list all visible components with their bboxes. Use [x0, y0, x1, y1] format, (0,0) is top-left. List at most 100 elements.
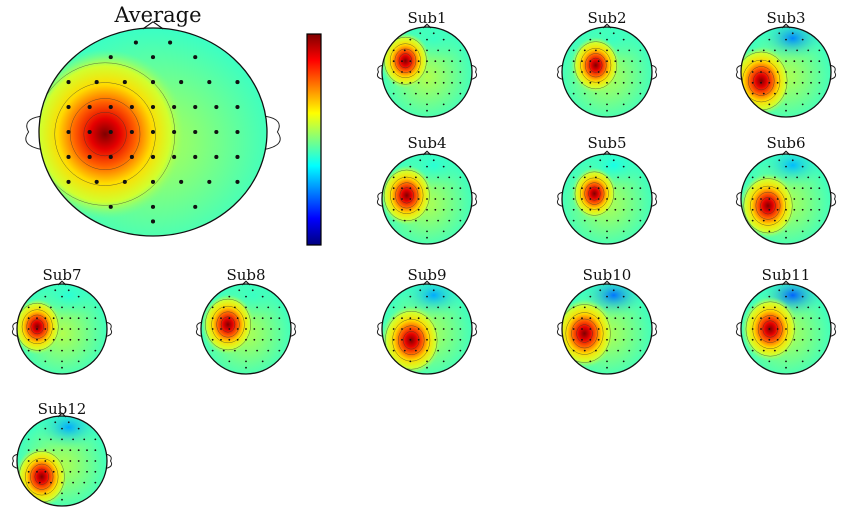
electrode-dot [807, 349, 810, 352]
electrode-dot [77, 427, 80, 430]
electrode-dot [426, 295, 428, 298]
electrode-dot [614, 328, 617, 330]
electrode-dot [442, 208, 445, 211]
nose [781, 23, 791, 29]
electrode-dot [83, 481, 86, 484]
electrode-dot [256, 349, 259, 352]
electrode-dot [459, 208, 462, 211]
electrode-dot [235, 80, 240, 85]
electrode-dot [426, 81, 428, 84]
electrode-dot [793, 187, 796, 190]
electrode-dot [86, 470, 88, 473]
electrode-dot [751, 317, 754, 320]
electrode-dot [36, 338, 38, 341]
electrode-dot [417, 198, 420, 200]
electrode-dot [38, 481, 41, 484]
electrode-dot [572, 317, 575, 320]
electrode-dot [459, 60, 462, 63]
electrode-dot [751, 198, 754, 200]
nose [422, 150, 432, 156]
electrode-dot [617, 92, 620, 95]
electrode-dot [403, 49, 406, 52]
electrode-dot [448, 92, 451, 95]
nose [781, 150, 791, 156]
electrode-dot [27, 481, 30, 484]
electrode-dot [785, 208, 787, 211]
electrode-dot [768, 81, 771, 84]
subject-topomap-sub8: Sub8 [195, 266, 297, 375]
electrode-dot [261, 338, 264, 341]
electrode-dot [49, 306, 52, 309]
electrode-dot [572, 71, 575, 73]
electrode-dot [589, 165, 592, 168]
electrode-dot [768, 103, 771, 106]
electrode-dot [61, 498, 63, 501]
electrode-dot [27, 306, 30, 309]
electrode-dot [617, 49, 620, 52]
electrode-dot [768, 317, 771, 320]
electrode-dot [437, 306, 440, 309]
electrode-dot [631, 208, 633, 211]
electrode-dot [426, 198, 428, 200]
electrode-dot [818, 317, 821, 320]
electrode-dot [409, 360, 412, 363]
electrode-dot [614, 338, 617, 341]
electrode-dot [235, 179, 240, 184]
electrode-dot [77, 449, 80, 452]
electrode-dot [594, 349, 597, 352]
electrode-dot [768, 165, 771, 168]
electrode-dot [66, 154, 71, 160]
electrode-dot [751, 176, 754, 179]
electrode-dot [606, 366, 608, 369]
electrode-dot [631, 338, 633, 341]
electrode-dot [261, 317, 264, 320]
electrode-dot [77, 317, 80, 320]
electrode-dot [778, 32, 781, 35]
electrode-dot [612, 32, 615, 35]
electrode-dot [251, 289, 254, 292]
electrode-dot [810, 71, 812, 73]
electrode-dot [245, 366, 247, 369]
electrode-dot [622, 230, 625, 233]
electrode-dot [220, 328, 222, 330]
electrode-dot [751, 338, 754, 341]
electrode-dot [589, 295, 592, 298]
electrode-dot [622, 38, 625, 41]
electrode-dot [785, 109, 787, 112]
electrode-dot [762, 219, 765, 222]
electrode-dot [801, 338, 804, 341]
electrode-dot [572, 349, 575, 352]
electrode-dot [796, 349, 799, 352]
head-outline [561, 26, 653, 118]
electrode-dot [61, 438, 63, 441]
potential-field [39, 28, 267, 236]
electrode-dot [606, 109, 608, 112]
electrode-dot [459, 92, 462, 95]
electrode-dot [785, 187, 787, 190]
electrode-dot [572, 60, 575, 63]
electrode-dot [810, 317, 812, 320]
electrode-dot [459, 198, 462, 200]
electrode-dot [776, 187, 779, 190]
electrode-dot [773, 49, 776, 52]
electrode-dot [426, 103, 428, 106]
electrode-dot [628, 219, 631, 222]
electrode-dot [49, 438, 52, 441]
electrode-dot [801, 38, 804, 41]
electrode-dot [572, 49, 575, 52]
electrode-dot [86, 449, 88, 452]
electrode-dot [77, 295, 80, 298]
electrode-dot [622, 198, 625, 200]
electrode-dot [622, 208, 625, 211]
electrode-dot [261, 295, 264, 298]
electrode-dot [150, 179, 156, 184]
head-outline [381, 283, 473, 375]
electrode-dot [409, 38, 412, 41]
electrode-dot [801, 198, 804, 200]
electrode-dot [597, 208, 600, 211]
colorbar-gradient [306, 33, 322, 246]
subject-label-sub7: Sub7 [42, 266, 81, 284]
electrode-dot [785, 49, 787, 52]
electrode-dot [442, 81, 445, 84]
electrode-dot [448, 176, 451, 179]
